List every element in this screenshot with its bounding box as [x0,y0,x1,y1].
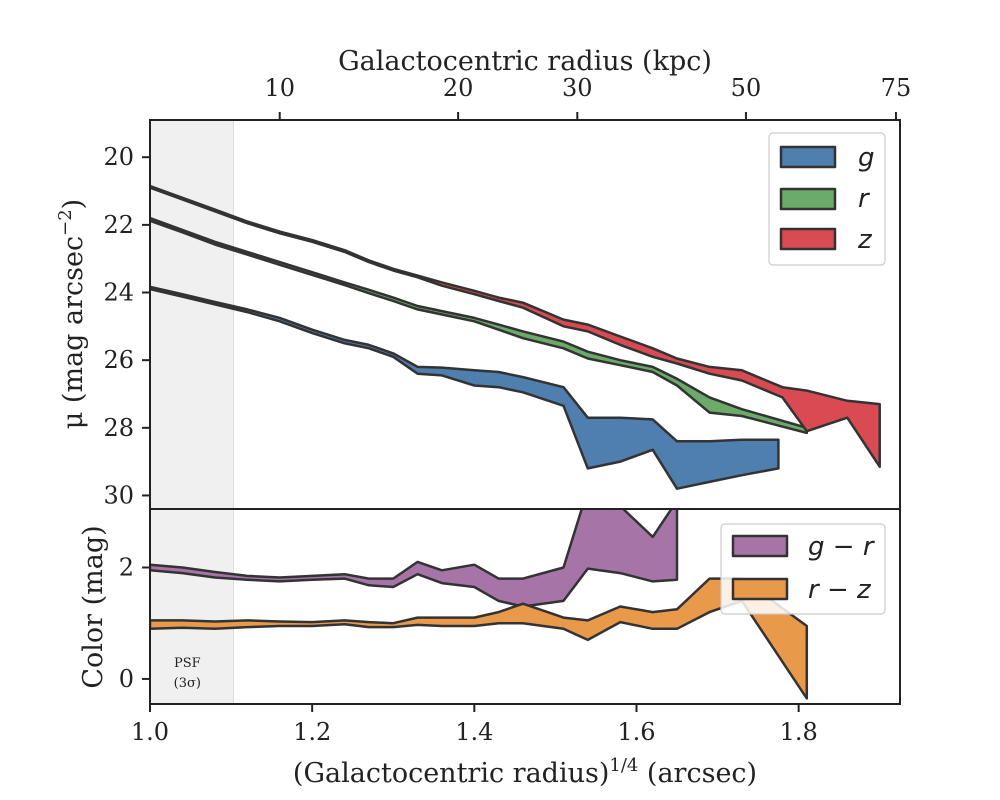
legend-swatch-r [779,187,837,211]
band-r [150,216,809,435]
legend-swatch-r-minus-z [731,577,789,601]
psf-label-line1: PSF [174,656,201,671]
band-r-z [150,577,809,700]
legend-swatch-z [779,227,837,251]
band-g-r [150,509,679,608]
psf-region-top [149,119,235,510]
legend-label-z: z [857,225,873,255]
legend-label-g: g [858,143,875,173]
bottom-x-label-main: (Galactocentric radius) [293,758,609,789]
x-tick-label: 1.6 [617,718,655,746]
legend-label-r: r [858,184,871,214]
legend-label-r-minus-z: r − z [808,575,872,605]
x-tick-label: 1.0 [131,718,169,746]
psf-label-line2: (3σ) [174,676,201,691]
top-x-tick-label: 75 [881,74,912,102]
psf-region-bottom [149,508,235,705]
bottom-x-axis-label: (Galactocentric radius)1/4 (arcsec) [293,755,757,789]
y-tick-label: 30 [103,481,134,509]
top-x-tick-label: 10 [264,74,295,102]
top-y-label-close: ) [58,199,89,210]
axis-ticks: 1.0 1.2 1.4 1.6 1.8 10 20 30 50 75 20 22 24 26 28 30 0 2 [103,74,911,746]
band-g [150,285,780,490]
legend-colors: g − r r − z [720,523,886,615]
legend-bands: g r z [768,132,886,266]
bottom-y-axis-label: Color (mag) [78,525,109,688]
color-bands [150,509,809,700]
bottom-x-label-exponent: 1/4 [609,755,638,776]
y-tick-label: 26 [103,346,134,374]
x-tick-label: 1.8 [780,718,818,746]
y-tick-label: 20 [103,143,134,171]
surface-brightness-bands [150,184,881,490]
legend-label-g-minus-r: g − r [808,532,876,562]
y-tick-label: 22 [103,211,134,239]
bottom-x-label-unit: (arcsec) [638,758,757,789]
y-tick-label: 2 [119,554,134,582]
top-x-tick-label: 50 [731,74,762,102]
legend-swatch-g [779,145,837,169]
top-y-axis-label: μ (mag arcsec−2) [55,199,89,429]
top-x-axis-label: Galactocentric radius (kpc) [338,46,712,77]
top-x-tick-label: 30 [562,74,593,102]
x-tick-label: 1.4 [455,718,493,746]
y-tick-label: 0 [119,665,134,693]
y-tick-label: 24 [103,279,134,307]
legend-swatch-g-minus-r [731,534,789,558]
top-x-tick-label: 20 [443,74,474,102]
y-tick-label: 28 [103,414,134,442]
x-tick-label: 1.2 [293,718,331,746]
bottom-panel-frame [149,508,901,705]
top-y-label-main: μ (mag arcsec [58,236,89,429]
top-y-label-exponent: −2 [55,209,76,236]
band-z [150,184,881,468]
